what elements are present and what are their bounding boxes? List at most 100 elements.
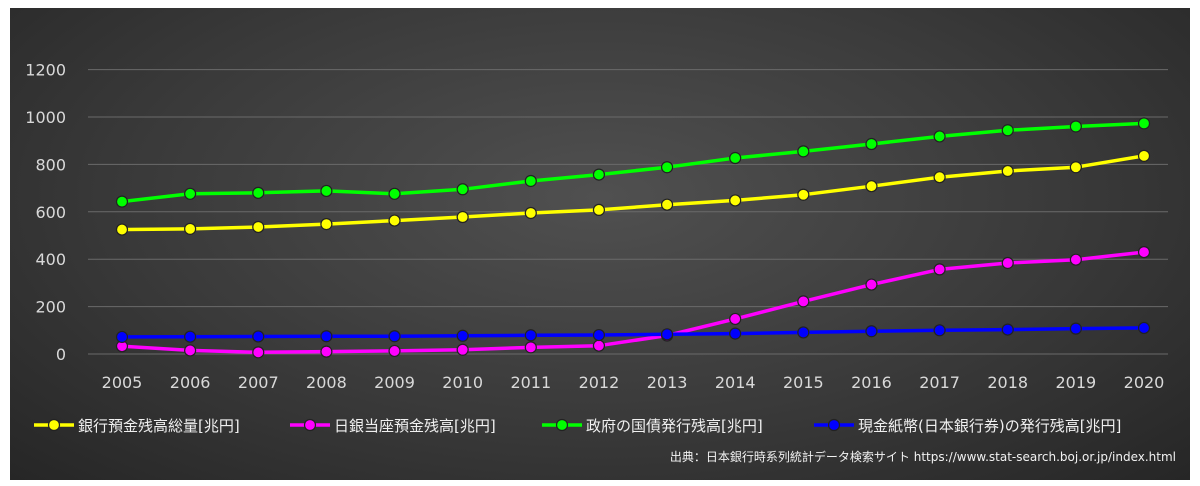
legend-item-3: 政府の国債発行残高[兆円] (542, 417, 763, 435)
series-line-1 (121, 154, 1145, 232)
series-3-point (660, 161, 674, 174)
legend-item-1: 銀行預金残高総量[兆円] (34, 417, 240, 435)
series-4-point (1001, 323, 1014, 336)
series-4-point (184, 330, 197, 343)
legend-swatch-marker (47, 418, 61, 432)
series-2-point (524, 341, 537, 354)
series-2-point (797, 295, 810, 308)
legend-swatch-marker (303, 418, 317, 432)
legend-item-2: 日銀当座預金残高[兆円] (290, 417, 496, 435)
legend-swatch-marker (555, 418, 569, 432)
x-tick-label: 2017 (919, 373, 960, 392)
series-4-point (1069, 322, 1082, 335)
series-3-point (933, 130, 946, 143)
x-tick-label: 2008 (306, 373, 347, 392)
series-3-point (524, 174, 537, 188)
x-tick-label: 2020 (1124, 373, 1165, 392)
legend-item-4: 現金紙幣(日本銀行券)の発行残高[兆円] (814, 417, 1121, 435)
series-2-point (184, 344, 197, 357)
series-3-point (729, 151, 742, 165)
series-4-point (1137, 321, 1151, 335)
x-tick-label: 2007 (238, 373, 279, 392)
series-3-point (1069, 120, 1082, 133)
series-4-point (388, 330, 401, 343)
series-2-point (865, 278, 878, 291)
x-tick-label: 2014 (715, 373, 756, 392)
series-3-point (115, 195, 129, 208)
series-4-point (660, 328, 674, 341)
series-4-point (592, 328, 606, 342)
series-1-point (252, 220, 265, 234)
legend-label: 銀行預金残高総量[兆円] (78, 417, 240, 435)
line-chart: 0 200 400 600 800 1000 1200 2005 2006 2007 2008 20… (25, 61, 1176, 464)
series-2-point (1069, 253, 1082, 266)
series-2-point (729, 312, 742, 326)
series-2-point (252, 346, 265, 359)
series-1-point (729, 194, 742, 207)
series-1-point (388, 214, 401, 227)
x-tick-label: 2005 (102, 373, 143, 392)
x-tick-label: 2009 (374, 373, 415, 392)
series-line-4 (121, 326, 1145, 339)
series-3-point (320, 184, 333, 198)
x-tick-label: 2011 (510, 373, 551, 392)
series-3-point (1137, 117, 1151, 130)
series-3-point (252, 186, 265, 199)
series-1-point (1001, 164, 1014, 178)
legend-label: 日銀当座預金残高[兆円] (334, 417, 496, 435)
series-4-point (933, 324, 946, 337)
series-2-point (592, 339, 606, 352)
series-2-point (1001, 256, 1014, 270)
series-4-point (797, 326, 810, 339)
y-tick-label: 1000 (25, 108, 66, 127)
series-1-point (456, 210, 469, 224)
legend-label: 現金紙幣(日本銀行券)の発行残高[兆円] (858, 417, 1121, 435)
series-1-point (865, 180, 878, 193)
series-4-point (456, 329, 469, 342)
series-1-point (933, 171, 946, 184)
series-3-point (592, 168, 606, 181)
y-tick-label: 800 (35, 155, 66, 174)
legend-swatch-marker (827, 418, 841, 432)
x-tick-label: 2010 (442, 373, 483, 392)
series-line-2 (121, 250, 1145, 355)
series-4-point (115, 330, 129, 344)
series-3-point (184, 187, 197, 200)
series-2-point (933, 263, 946, 276)
series-3-point (388, 187, 401, 200)
series-4-point (865, 325, 878, 338)
y-tick-label: 400 (35, 250, 66, 269)
series-3-point (797, 145, 810, 158)
series-1-point (592, 203, 606, 217)
y-tick-label: 1200 (25, 61, 66, 80)
series-4-point (252, 330, 265, 343)
series-3-point (865, 137, 878, 151)
series-1-point (524, 206, 537, 220)
x-tick-label: 2013 (647, 373, 688, 392)
series-4-point (729, 327, 742, 340)
series-1-point (184, 222, 197, 235)
y-tick-label: 0 (56, 345, 66, 364)
legend-label: 政府の国債発行残高[兆円] (586, 417, 763, 435)
series-2-point (1137, 245, 1151, 259)
series-1-point (660, 198, 674, 211)
x-tick-label: 2012 (579, 373, 620, 392)
x-tick-label: 2006 (170, 373, 211, 392)
y-tick-label: 200 (35, 298, 66, 317)
y-tick-label: 600 (35, 203, 66, 222)
series-4-point (320, 330, 333, 343)
series-2-point (456, 343, 469, 356)
source-note: 出典：日本銀行時系列統計データ検索サイト https://www.stat-se… (670, 449, 1176, 464)
x-tick-label: 2019 (1056, 373, 1097, 392)
x-tick-label: 2018 (987, 373, 1028, 392)
series-1-point (320, 218, 333, 231)
series-2-point (388, 344, 401, 358)
chart-panel: 0 200 400 600 800 1000 1200 2005 2006 2007 2008 20… (10, 8, 1190, 480)
series-1-point (797, 188, 810, 201)
x-tick-label: 2016 (851, 373, 892, 392)
series-line-3 (121, 121, 1145, 204)
x-tick-label: 2015 (783, 373, 824, 392)
series-1-point (115, 223, 129, 236)
series-3-point (1001, 124, 1014, 137)
series-4-point (524, 329, 537, 342)
